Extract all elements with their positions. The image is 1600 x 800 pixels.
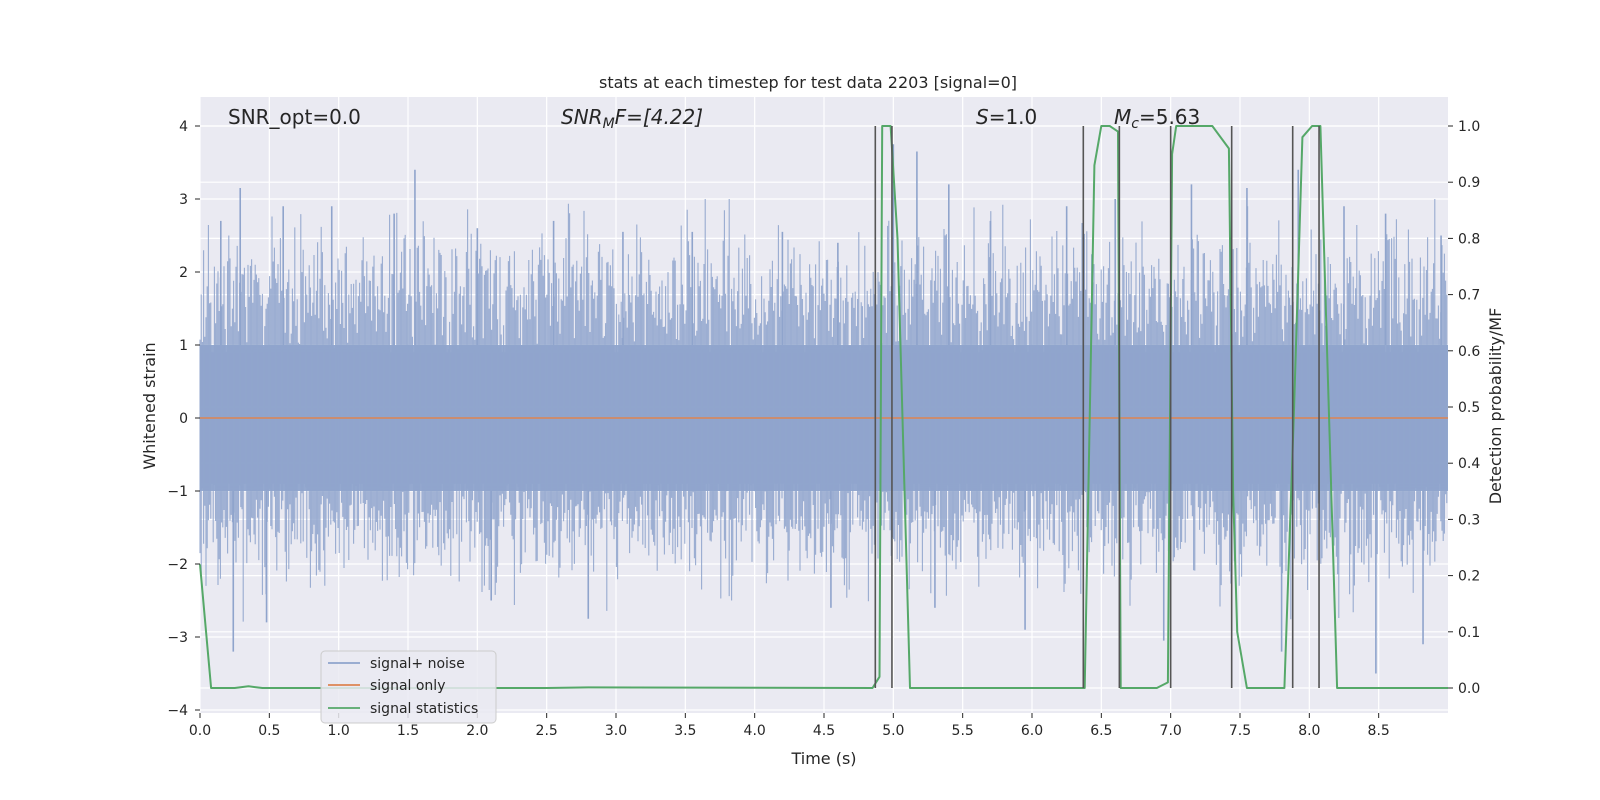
x-tick-label: 7.0 xyxy=(1160,723,1182,739)
x-tick-label: 0.5 xyxy=(258,723,280,739)
annotation-snr-mf-sub: M xyxy=(603,116,615,132)
annotation-mc-rest: =5.63 xyxy=(1139,105,1200,129)
x-tick-label: 3.0 xyxy=(605,723,627,739)
annotation-mc-main: M xyxy=(1114,105,1131,129)
y-tick-label: 1 xyxy=(179,338,188,354)
legend-label-signal-noise: signal+ noise xyxy=(370,656,465,672)
y2-tick-label: 0.1 xyxy=(1458,625,1480,641)
series-layer xyxy=(199,125,1448,689)
x-tick-label: 4.0 xyxy=(744,723,766,739)
y2-tick-label: 0.4 xyxy=(1458,456,1480,472)
x-tick-label: 6.5 xyxy=(1090,723,1112,739)
annotation-snr-mf-rest: F=[4.22] xyxy=(615,105,703,129)
y-tick-label: −3 xyxy=(167,630,188,646)
x-tick-label: 2.0 xyxy=(466,723,488,739)
annotation-snr-mf-main: SNR xyxy=(561,105,603,129)
y-tick-label: 0 xyxy=(179,411,188,427)
y2-tick-label: 0.3 xyxy=(1458,512,1480,528)
chart-title: stats at each timestep for test data 220… xyxy=(599,73,1017,92)
y-tick-label: −4 xyxy=(167,703,188,719)
y-tick-label: 4 xyxy=(179,119,188,135)
y-tick-label: −2 xyxy=(167,557,188,573)
x-tick-label: 3.5 xyxy=(674,723,696,739)
y2-tick-label: 0.5 xyxy=(1458,400,1480,416)
x-tick-label: 4.5 xyxy=(813,723,835,739)
y2-tick-label: 0.2 xyxy=(1458,569,1480,585)
y-tick-label: −1 xyxy=(167,484,188,500)
x-tick-label: 8.0 xyxy=(1298,723,1320,739)
y-tick-label: 3 xyxy=(179,192,188,208)
annotation-s-main: S xyxy=(976,105,989,129)
y2-tick-label: 0.7 xyxy=(1458,288,1480,304)
annotation-s-rest: =1.0 xyxy=(989,105,1038,129)
y2-tick-label: 0.9 xyxy=(1458,175,1480,191)
annotation-s: S=1.0 xyxy=(976,105,1037,129)
legend-box xyxy=(320,650,497,724)
vertical-markers xyxy=(874,126,1320,688)
legend-label-signal-only: signal only xyxy=(370,678,445,694)
annotation-snr-opt: SNR_opt=0.0 xyxy=(228,105,361,129)
x-tick-label: 6.0 xyxy=(1021,723,1043,739)
x-axis-label: Time (s) xyxy=(790,749,856,768)
x-tick-label: 2.5 xyxy=(536,723,558,739)
y-tick-label: 2 xyxy=(179,265,188,281)
y2-axis-label: Detection probability/MF xyxy=(1486,308,1505,505)
annotation-snr-mf: SNRMF=[4.22] xyxy=(561,105,703,132)
x-tick-label: 7.5 xyxy=(1229,723,1251,739)
y2-tick-label: 0.6 xyxy=(1458,344,1480,360)
x-tick-label: 0.0 xyxy=(189,723,211,739)
y-axis-label: Whitened strain xyxy=(140,342,159,469)
y2-tick-label: 1.0 xyxy=(1458,119,1480,135)
x-tick-label: 5.5 xyxy=(952,723,974,739)
y2-tick-label: 0.8 xyxy=(1458,231,1480,247)
x-tick-label: 1.0 xyxy=(328,723,350,739)
x-tick-label: 8.5 xyxy=(1368,723,1390,739)
signal-statistics-line xyxy=(199,125,1448,689)
annotation-mc-sub: c xyxy=(1131,116,1139,132)
axes: 0.0 0.5 1.0 1.5 2.0 2.5 3.0 3.5 4.0 4.5 5.0 5.5 6.0 6… xyxy=(167,119,1480,739)
legend-label-signal-statistics: signal statistics xyxy=(370,701,478,717)
legend: signal+ noise signal only signal statist… xyxy=(320,650,497,724)
x-tick-label: 5.0 xyxy=(882,723,904,739)
y2-tick-label: 0.0 xyxy=(1458,681,1480,697)
x-tick-label: 1.5 xyxy=(397,723,419,739)
annotation-mc: Mc=5.63 xyxy=(1114,105,1200,132)
